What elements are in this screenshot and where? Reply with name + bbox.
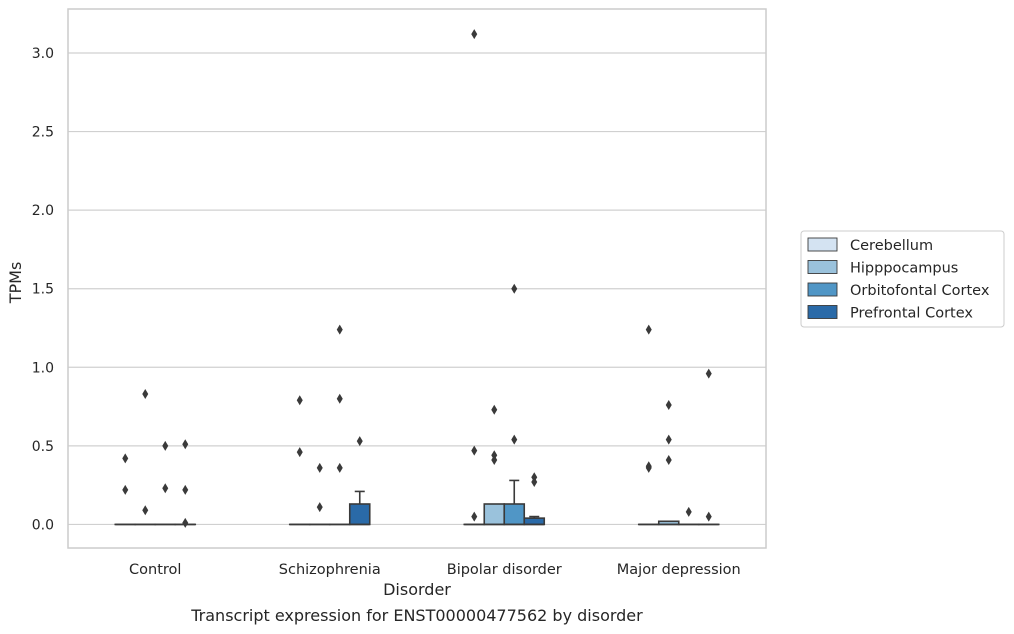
box-body bbox=[483, 503, 506, 526]
legend-label: Prefrontal Cortex bbox=[850, 306, 973, 322]
box-prefrontal-cortex bbox=[348, 490, 371, 526]
y-tick-label: 2.5 bbox=[32, 125, 54, 141]
outlier-point bbox=[122, 484, 129, 495]
outlier-point bbox=[491, 404, 498, 415]
box-body bbox=[503, 503, 526, 526]
outlier-point bbox=[356, 436, 363, 447]
y-tick-label: 3.0 bbox=[32, 46, 54, 62]
outlier-point bbox=[296, 447, 303, 458]
outlier-point bbox=[705, 511, 712, 522]
outlier-point bbox=[685, 506, 692, 517]
box-hipppocampus bbox=[657, 520, 680, 526]
box-body bbox=[523, 517, 546, 526]
legend-swatch bbox=[807, 282, 838, 297]
outlier-point bbox=[182, 517, 189, 528]
outlier-point bbox=[645, 324, 652, 335]
legend-label: Orbitofontal Cortex bbox=[850, 283, 990, 299]
y-tick-label: 1.5 bbox=[32, 282, 54, 298]
outlier-point bbox=[336, 324, 343, 335]
outlier-point bbox=[182, 484, 189, 495]
box-orbitofontal-cortex bbox=[503, 479, 526, 526]
plot-frame bbox=[67, 8, 767, 549]
legend-label: Hipppocampus bbox=[850, 261, 958, 277]
outlier-point bbox=[162, 440, 169, 451]
boxplots bbox=[114, 479, 720, 526]
outlier-point bbox=[316, 502, 323, 513]
legend-swatch bbox=[807, 305, 838, 319]
box-hipppocampus bbox=[483, 503, 506, 526]
outlier-point bbox=[645, 461, 652, 472]
outlier-points bbox=[122, 29, 712, 528]
outlier-point bbox=[336, 462, 343, 473]
box-prefrontal-cortex bbox=[523, 515, 546, 526]
y-axis-ticks: 0.0 0.5 1.0 1.5 2.0 2.5 3.0 bbox=[32, 46, 54, 533]
x-tick-label: Schizophrenia bbox=[279, 562, 381, 578]
outlier-point bbox=[471, 29, 478, 40]
x-tick-label: Bipolar disorder bbox=[447, 562, 562, 578]
outlier-point bbox=[336, 393, 343, 404]
gridlines bbox=[68, 52, 766, 526]
legend-frame bbox=[800, 230, 1005, 328]
legend-swatch bbox=[807, 237, 838, 252]
y-tick-label: 0.0 bbox=[32, 517, 54, 533]
chart-caption: Transcript expression for ENST0000047756… bbox=[191, 606, 643, 625]
outlier-point bbox=[665, 455, 672, 465]
y-axis-label: TPMs bbox=[6, 262, 25, 305]
x-tick-label: Control bbox=[129, 562, 181, 578]
legend-label: Cerebellum bbox=[850, 238, 933, 254]
outlier-point bbox=[705, 368, 712, 379]
outlier-point bbox=[162, 483, 169, 494]
outlier-point bbox=[491, 455, 498, 465]
outlier-point bbox=[471, 511, 478, 522]
x-axis-ticks: Control Schizophrenia Bipolar disorder Majo… bbox=[129, 562, 741, 578]
y-tick-label: 0.5 bbox=[32, 439, 54, 455]
outlier-point bbox=[316, 462, 323, 473]
outlier-point bbox=[142, 505, 149, 516]
outlier-point bbox=[296, 395, 303, 406]
outlier-point bbox=[122, 453, 129, 464]
legend-swatch bbox=[807, 260, 838, 274]
outlier-point bbox=[531, 477, 538, 487]
y-tick-label: 1.0 bbox=[32, 360, 54, 376]
box-body bbox=[348, 503, 371, 526]
outlier-point bbox=[665, 400, 672, 410]
y-tick-label: 2.0 bbox=[32, 203, 54, 219]
outlier-point bbox=[471, 445, 478, 456]
legend: Cerebellum Hipppocampus Orbitofontal Corte… bbox=[800, 230, 1005, 328]
x-axis-label: Disorder bbox=[383, 580, 451, 599]
outlier-point bbox=[511, 434, 518, 445]
outlier-point bbox=[182, 439, 189, 450]
x-tick-label: Major depression bbox=[617, 562, 741, 578]
outlier-point bbox=[665, 434, 672, 445]
outlier-point bbox=[142, 389, 149, 399]
outlier-point bbox=[511, 283, 518, 294]
